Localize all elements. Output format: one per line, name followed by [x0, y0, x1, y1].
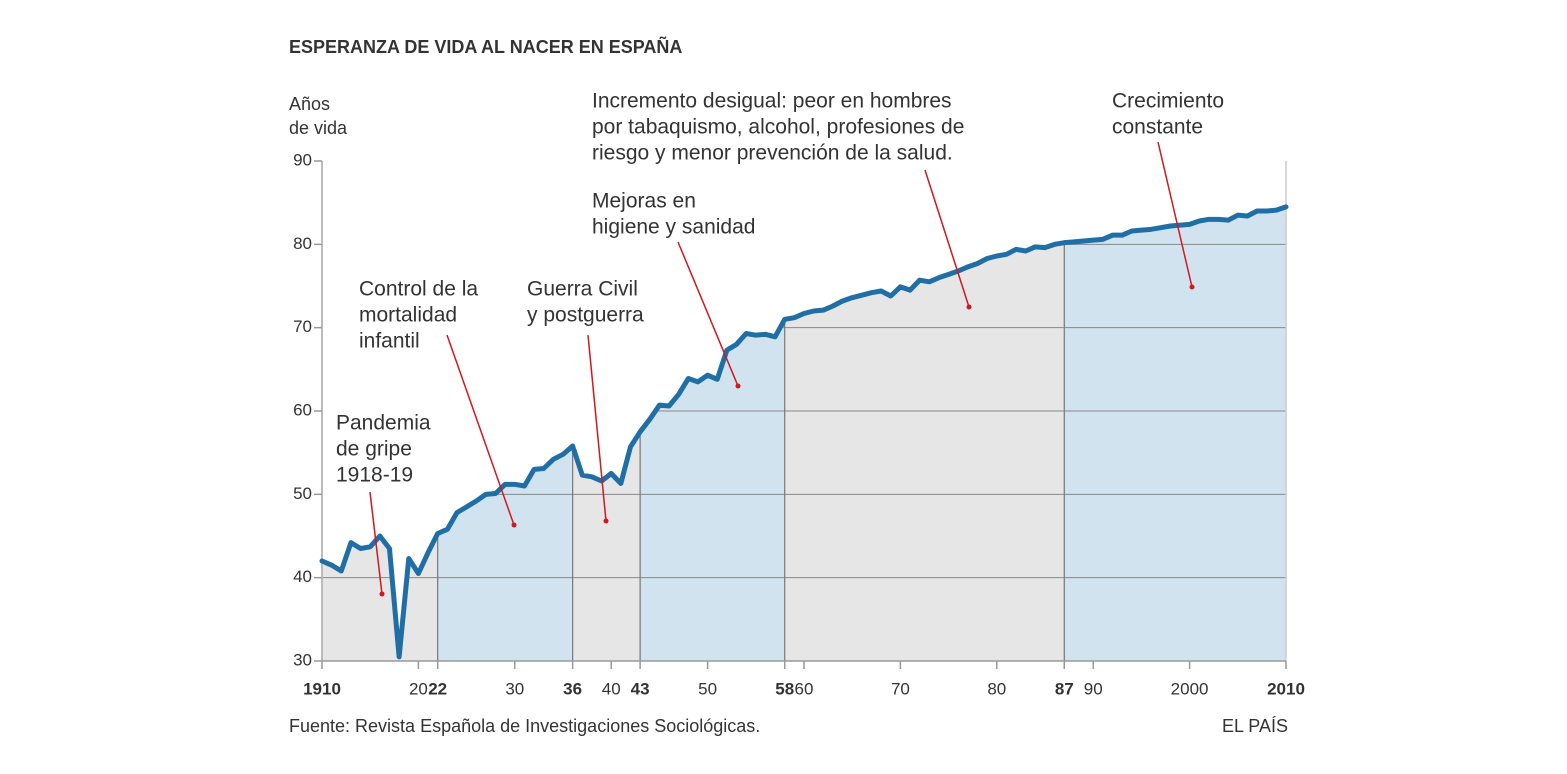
- annotation: Incremento desigual: peor en hombres: [592, 90, 952, 113]
- chart-title: ESPERANZA DE VIDA AL NACER EN ESPAÑA: [289, 36, 682, 57]
- annotation-dot: [1189, 284, 1195, 290]
- annotation-pointer: [369, 491, 383, 595]
- annotation-dot: [966, 304, 972, 310]
- annotation: Pandemia: [336, 412, 431, 435]
- annotation-pointer: [924, 169, 970, 308]
- annotation: de gripe: [336, 438, 412, 461]
- annotation-pointer: [1157, 141, 1193, 288]
- annotation: y postguerra: [527, 304, 644, 327]
- x-tick-label: 87: [1055, 679, 1074, 698]
- credit: EL PAÍS: [1222, 716, 1288, 736]
- x-tick-label: 70: [891, 679, 910, 698]
- annotation: Mejoras en: [592, 190, 696, 213]
- period-band: [1064, 206, 1286, 661]
- x-tick-label: 36: [563, 679, 582, 698]
- annotation: Guerra Civil: [527, 278, 638, 301]
- annotation: Control de la: [359, 278, 478, 301]
- x-tick-label: 50: [698, 679, 717, 698]
- annotation-dot: [603, 518, 609, 524]
- annotation: constante: [1112, 116, 1203, 139]
- x-tick-label: 2010: [1267, 679, 1305, 698]
- annotation: infantil: [359, 330, 420, 353]
- annotation-dot: [379, 591, 385, 597]
- annotation: riesgo y menor prevención de la salud.: [592, 142, 953, 165]
- x-tick-label: 80: [987, 679, 1006, 698]
- source: Fuente: Revista Española de Investigacio…: [289, 716, 760, 736]
- x-tick-label: 1910: [303, 679, 341, 698]
- annotation-pointer: [587, 334, 607, 522]
- y-tick-label: 40: [293, 567, 312, 586]
- y-tick-label: 60: [293, 400, 312, 419]
- annotation: 1918-19: [336, 464, 413, 487]
- y-tick-label: 50: [293, 484, 312, 503]
- y-tick-label: 80: [293, 234, 312, 253]
- annotation-pointer: [446, 334, 515, 526]
- x-tick-label: 22: [428, 679, 447, 698]
- y-tick-label: 30: [293, 650, 312, 669]
- annotation: por tabaquismo, alcohol, profesiones de: [592, 116, 964, 139]
- x-tick-label: 30: [505, 679, 524, 698]
- x-tick-label: 20: [409, 679, 428, 698]
- x-tick-label: 90: [1084, 679, 1103, 698]
- annotation: mortalidad: [359, 304, 457, 327]
- annotation-pointer: [677, 241, 739, 387]
- x-tick-label: 43: [631, 679, 650, 698]
- y-axis-label: de vida: [289, 118, 348, 138]
- y-tick-label: 90: [293, 150, 312, 169]
- x-tick-label: 58: [775, 679, 794, 698]
- annotation: Crecimiento: [1112, 90, 1224, 113]
- x-tick-label: 60: [795, 679, 814, 698]
- x-tick-label: 40: [602, 679, 621, 698]
- annotation: higiene y sanidad: [592, 216, 755, 239]
- y-axis-label: Años: [289, 94, 330, 114]
- annotation-dot: [735, 383, 741, 389]
- life-expectancy-line: [319, 204, 1289, 660]
- y-tick-label: 70: [293, 317, 312, 336]
- annotation-dot: [511, 522, 517, 528]
- x-tick-label: 2000: [1171, 679, 1209, 698]
